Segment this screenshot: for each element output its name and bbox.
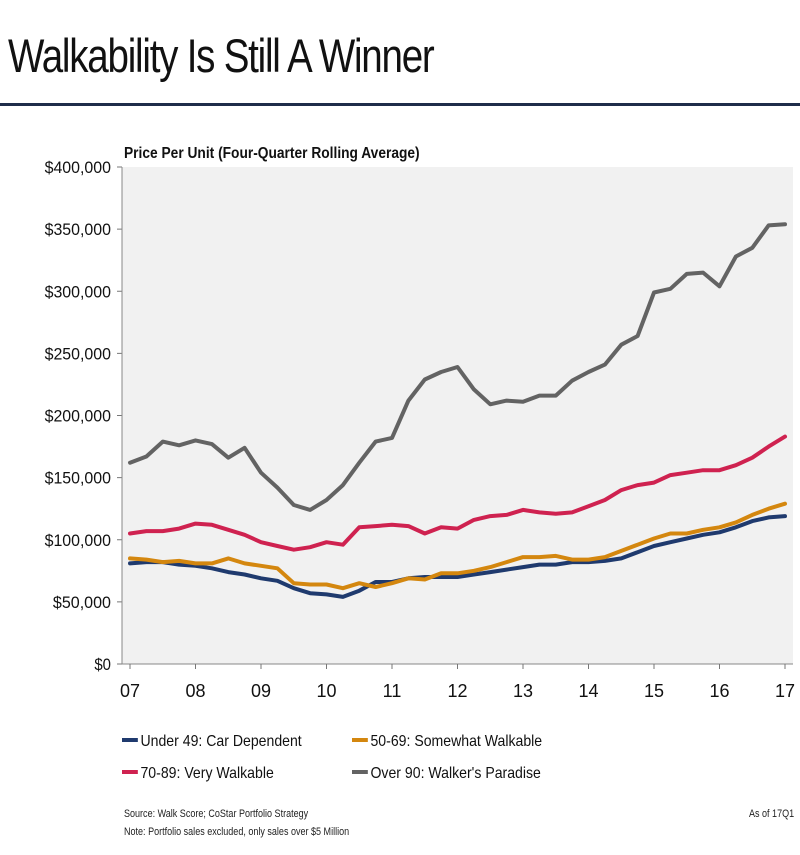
y-tick-label: $200,000	[45, 407, 111, 426]
x-tick-label: 15	[644, 681, 664, 701]
legend-swatch	[352, 769, 368, 774]
y-tick-label: $0	[94, 655, 111, 674]
series-line-walkers-paradise	[128, 222, 787, 512]
y-tick-label: $350,000	[45, 220, 111, 239]
y-tick-label: $50,000	[53, 593, 111, 612]
x-tick-label: 09	[251, 681, 271, 701]
legend-item-very-walkable: 70-89: Very Walkable	[122, 765, 274, 783]
x-tick-label: 16	[709, 681, 729, 701]
legend-swatch	[122, 737, 138, 742]
y-tick-label: $250,000	[45, 344, 111, 363]
legend-label: Over 90: Walker's Paradise	[370, 765, 541, 782]
source-note: Source: Walk Score; CoStar Portfolio Str…	[124, 808, 309, 820]
y-tick-label: $150,000	[45, 469, 111, 488]
x-tick-label: 12	[447, 681, 467, 701]
x-axis: 07 08 09 10 11 12 13 14 15 16 17	[120, 663, 795, 701]
legend-label: Under 49: Car Dependent	[140, 733, 302, 750]
y-tick-label: $300,000	[45, 282, 111, 301]
series-lines	[128, 222, 787, 599]
footnote: Note: Portfolio sales excluded, only sal…	[124, 826, 350, 838]
x-tick-label: 17	[775, 681, 795, 701]
legend-item-somewhat-walkable: 50-69: Somewhat Walkable	[352, 733, 542, 751]
as-of-note: As of 17Q1	[749, 808, 795, 820]
series-line-somewhat-walkable	[128, 501, 787, 591]
x-tick-label: 14	[578, 681, 598, 701]
series-line-car-dependent	[128, 514, 787, 599]
x-tick-label: 08	[185, 681, 205, 701]
y-tick-label: $100,000	[45, 531, 111, 550]
series-line-very-walkable	[128, 434, 787, 552]
legend-label: 70-89: Very Walkable	[140, 765, 274, 782]
x-tick-label: 11	[383, 681, 402, 701]
plot-area	[122, 167, 793, 664]
legend-swatch	[122, 769, 138, 774]
legend-item-car-dependent: Under 49: Car Dependent	[122, 733, 302, 751]
legend-item-walkers-paradise: Over 90: Walker's Paradise	[352, 765, 541, 783]
y-tick-label: $400,000	[45, 158, 111, 177]
y-axis: $0 $50,000 $100,000 $150,000 $200,000 $250,00…	[45, 158, 123, 674]
chart-title: Price Per Unit (Four-Quarter Rolling Ave…	[124, 145, 420, 162]
legend-swatch	[352, 737, 368, 742]
page-title: Walkability Is Still A Winner	[8, 29, 435, 82]
x-tick-label: 07	[120, 681, 140, 701]
legend-label: 50-69: Somewhat Walkable	[370, 733, 543, 750]
x-tick-label: 13	[513, 681, 533, 701]
title-divider	[0, 103, 800, 106]
x-tick-label: 10	[316, 681, 336, 701]
